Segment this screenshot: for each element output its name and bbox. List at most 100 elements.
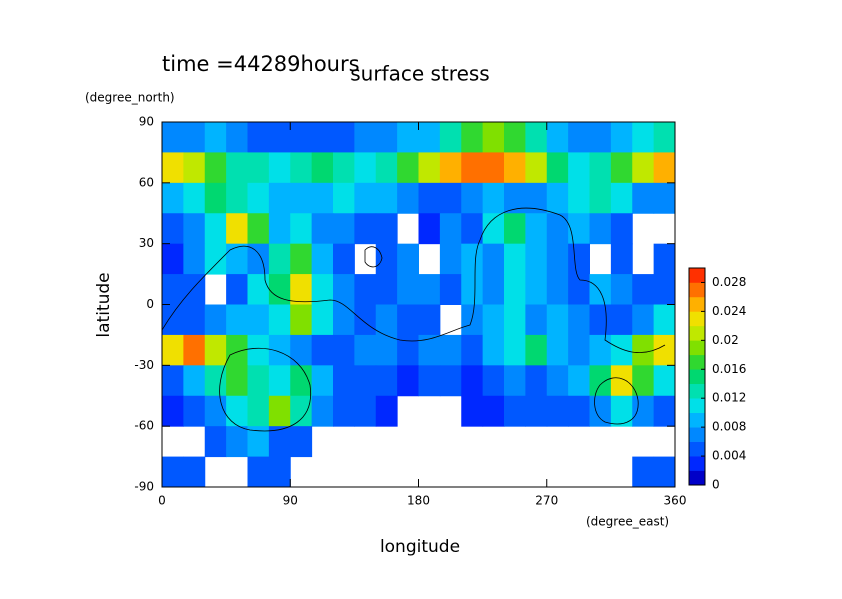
heat-cell <box>632 122 655 153</box>
colorbar-swatch <box>689 268 705 283</box>
heat-cell <box>375 304 398 336</box>
heat-cell <box>461 395 484 427</box>
y-tick-label: 90 <box>139 115 154 129</box>
heat-cell <box>354 122 377 153</box>
heat-cell <box>589 395 612 427</box>
heat-cell <box>482 334 505 366</box>
heat-cell <box>610 395 633 427</box>
heat-cell <box>311 182 334 214</box>
heat-cell <box>375 182 398 214</box>
heat-cell <box>204 182 227 214</box>
heat-cell <box>610 365 633 397</box>
heat-cell <box>418 365 441 397</box>
heat-cell <box>461 213 484 245</box>
heat-cell <box>268 152 291 184</box>
heat-cell <box>204 395 227 427</box>
heat-cell <box>162 395 184 427</box>
heat-cell <box>418 334 441 366</box>
heat-cell <box>247 365 270 397</box>
heat-cell <box>589 334 612 366</box>
colorbar-tick-label: 0.028 <box>712 275 746 289</box>
heat-cell <box>568 152 590 184</box>
heat-cell <box>333 395 355 427</box>
heat-cell <box>311 395 334 427</box>
heat-cell <box>568 304 590 336</box>
heat-cell <box>397 152 419 184</box>
heat-cell <box>482 304 505 336</box>
heat-cell <box>183 243 206 275</box>
colorbar-swatch <box>689 340 705 356</box>
heat-cell <box>290 274 313 305</box>
heat-cell <box>311 122 334 153</box>
colorbar-tick-label: 0.02 <box>712 333 739 347</box>
heat-cell <box>610 152 633 184</box>
heat-cell <box>461 304 484 336</box>
heat-cell <box>653 456 676 488</box>
coastline <box>594 377 639 425</box>
heat-cell <box>226 122 248 153</box>
x-tick-label: 360 <box>664 494 687 508</box>
heat-cell <box>589 213 612 245</box>
heat-cell <box>268 426 291 458</box>
heat-cell <box>397 365 419 397</box>
heat-cell <box>333 213 355 245</box>
colorbar-swatch <box>689 412 705 428</box>
heat-cell <box>610 182 633 214</box>
heat-cell <box>162 304 184 336</box>
heat-cell <box>268 456 291 488</box>
heat-cell <box>439 182 462 214</box>
heat-cell <box>354 334 377 366</box>
heat-cell <box>247 213 270 245</box>
heat-cell <box>418 182 441 214</box>
heat-cell <box>653 243 676 275</box>
heat-cell <box>418 304 441 336</box>
heat-cell <box>482 122 505 153</box>
heat-cell <box>482 274 505 305</box>
heat-cell <box>290 426 313 458</box>
heat-cell <box>610 304 633 336</box>
heat-cell <box>546 243 569 275</box>
heat-cell <box>162 182 184 214</box>
colorbar-tick-label: 0.024 <box>712 304 746 318</box>
heat-cell <box>482 365 505 397</box>
heat-cell <box>525 304 548 336</box>
heat-cell <box>226 274 248 305</box>
heat-cell <box>226 334 248 366</box>
heat-cell <box>653 152 676 184</box>
heat-cell <box>525 243 548 275</box>
heat-cell <box>397 243 419 275</box>
x-axis-label: longitude <box>380 537 460 557</box>
colorbar-swatch <box>689 441 705 457</box>
y-tick-label: 0 <box>146 297 154 311</box>
heat-cell <box>525 395 548 427</box>
heat-cell <box>311 213 334 245</box>
heat-cell <box>375 395 398 427</box>
heat-cell <box>247 426 270 458</box>
heat-cell <box>632 274 655 305</box>
heat-cell <box>333 274 355 305</box>
heat-cell <box>568 122 590 153</box>
heat-cell <box>268 243 291 275</box>
heat-cell <box>183 152 206 184</box>
heat-cell <box>504 304 526 336</box>
y-axis-label: latitude <box>94 272 114 337</box>
heat-cell <box>247 182 270 214</box>
colorbar-swatch <box>689 470 705 486</box>
heat-cell <box>311 304 334 336</box>
heat-cell <box>504 182 526 214</box>
heat-cell <box>589 182 612 214</box>
heat-cell <box>268 395 291 427</box>
heat-cell <box>568 243 590 275</box>
heat-cell <box>525 365 548 397</box>
heat-cell <box>311 243 334 275</box>
heat-cell <box>504 243 526 275</box>
heat-cell <box>247 456 270 488</box>
heat-cell <box>290 182 313 214</box>
heatmap-cells <box>162 122 676 488</box>
coastline <box>364 246 383 268</box>
heat-cell <box>418 213 441 245</box>
heat-cell <box>375 365 398 397</box>
heat-cell <box>546 213 569 245</box>
colorbar-tick-label: 0 <box>712 478 720 492</box>
